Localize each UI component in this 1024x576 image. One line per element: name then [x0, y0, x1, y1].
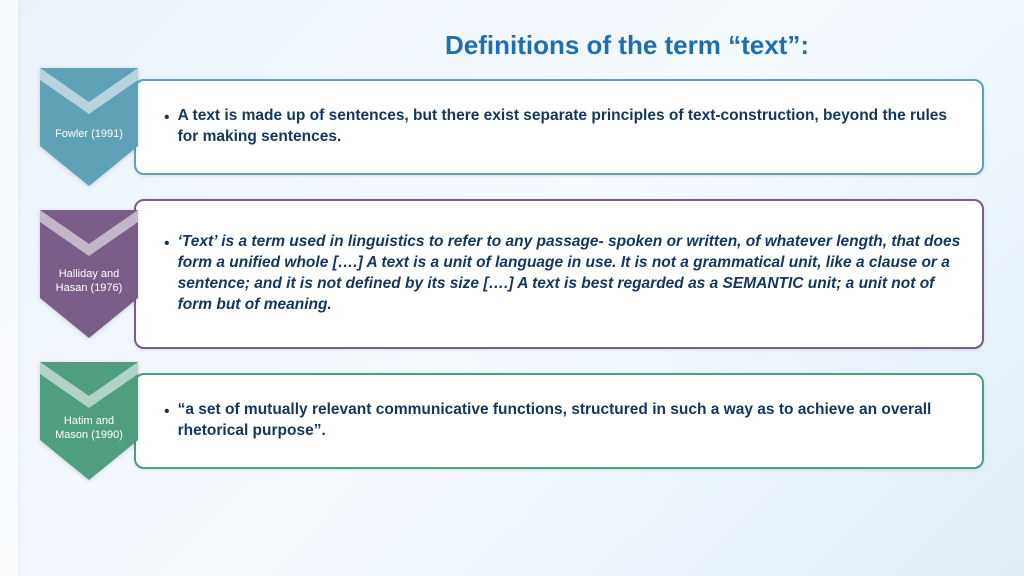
- definition-row: Hatim and Mason (1990) • “a set of mutua…: [40, 373, 984, 469]
- bullet-icon: •: [164, 402, 170, 421]
- author-label: Hatim and Mason (1990): [40, 415, 138, 443]
- definition-card: • A text is made up of sentences, but th…: [134, 79, 984, 175]
- bullet-icon: •: [164, 108, 170, 127]
- definition-row: Fowler (1991) • A text is made up of sen…: [40, 79, 984, 175]
- definition-text: ‘Text’ is a term used in linguistics to …: [178, 232, 964, 316]
- chevron-down-icon: [40, 68, 138, 186]
- author-label: Halliday and Hasan (1976): [40, 268, 138, 296]
- chevron-badge: Fowler (1991): [40, 79, 138, 175]
- definition-list: Fowler (1991) • A text is made up of sen…: [40, 79, 984, 469]
- definition-card: • “a set of mutually relevant communicat…: [134, 373, 984, 469]
- definition-text: “a set of mutually relevant communicativ…: [178, 400, 964, 442]
- definition-text: A text is made up of sentences, but ther…: [178, 106, 964, 148]
- definition-card: • ‘Text’ is a term used in linguistics t…: [134, 199, 984, 349]
- slide-title: Definitions of the term “text”:: [270, 30, 984, 61]
- definition-row: Halliday and Hasan (1976) • ‘Text’ is a …: [40, 199, 984, 349]
- bullet-icon: •: [164, 234, 170, 253]
- slide: Definitions of the term “text”: Fowler (…: [0, 0, 1024, 576]
- chevron-badge: Hatim and Mason (1990): [40, 373, 138, 469]
- author-label: Fowler (1991): [49, 128, 129, 142]
- chevron-badge: Halliday and Hasan (1976): [40, 199, 138, 349]
